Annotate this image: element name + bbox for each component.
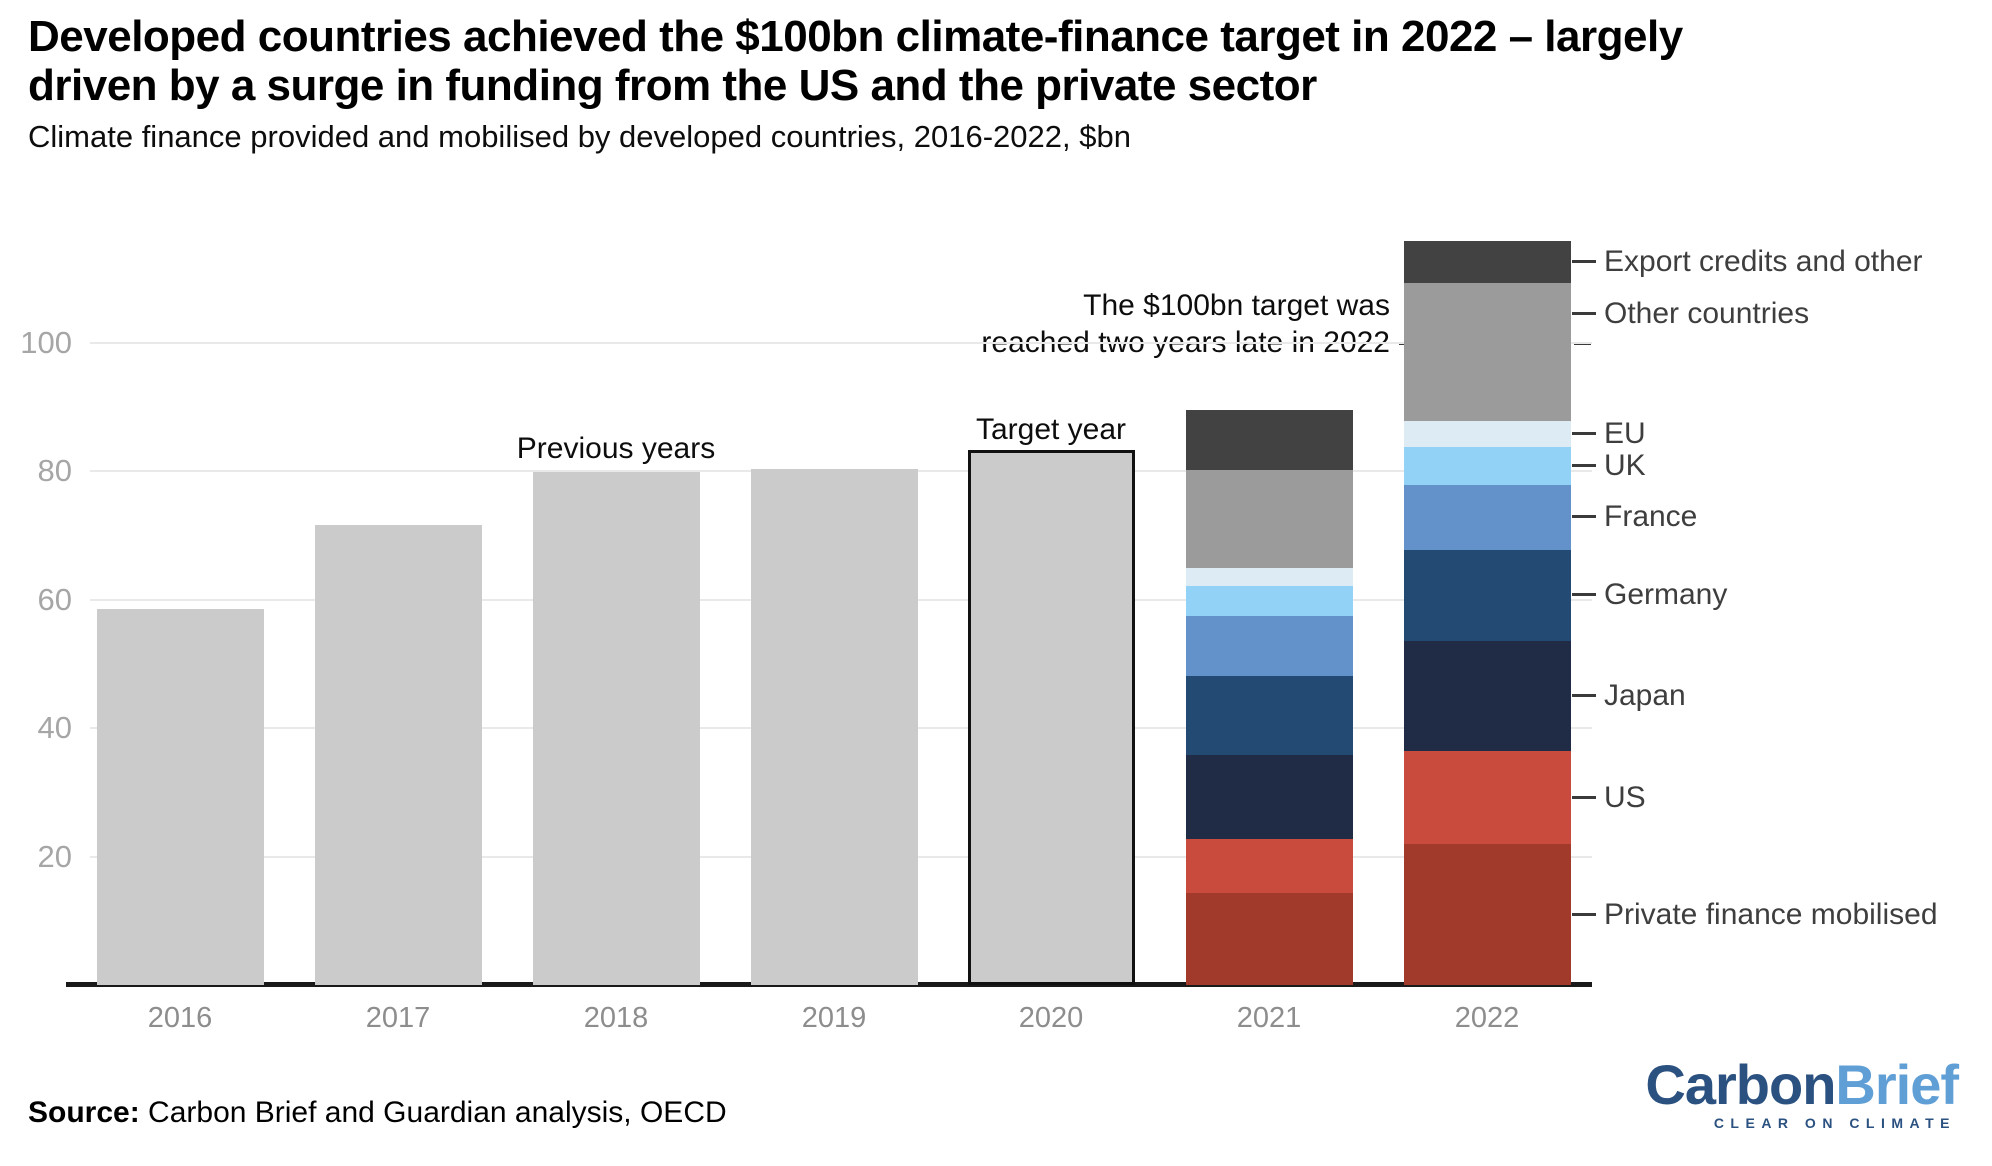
legend-tick-us — [1572, 795, 1596, 799]
bar-2022-segment-private-finance-mobilised — [1403, 844, 1571, 985]
y-axis-tick-label: 40 — [37, 710, 72, 746]
logo-brief-text: Brief — [1835, 1053, 1959, 1116]
title-line-1: Developed countries achieved the $100bn … — [28, 12, 1683, 61]
legend-tick-other-countries — [1572, 312, 1596, 316]
bar-2017 — [314, 525, 482, 985]
bar-2021-segment-us — [1185, 839, 1353, 893]
bar-2019 — [750, 468, 918, 985]
target-annotation: The $100bn target was reached two years … — [981, 287, 1390, 361]
legend-tick-eu — [1572, 432, 1596, 436]
legend-label-export-credits-and-other: Export credits and other — [1604, 245, 1923, 279]
bar-2021-segment-germany — [1185, 676, 1353, 755]
legend-tick-export-credits-and-other — [1572, 260, 1596, 264]
bar-2021-segment-uk — [1185, 586, 1353, 616]
x-axis-label-2016: 2016 — [147, 1002, 213, 1034]
x-axis-label-2019: 2019 — [801, 1002, 867, 1034]
bar-2022-segment-uk — [1403, 447, 1571, 485]
legend-label-germany: Germany — [1604, 578, 1728, 612]
carbon-brief-logo: CarbonBrief CLEAR ON CLIMATE — [1645, 1053, 1959, 1132]
previous-years-label: Previous years — [516, 432, 716, 465]
bar-2021-segment-other-countries — [1185, 470, 1353, 568]
legend-label-uk: UK — [1604, 448, 1646, 482]
bar-2021-segment-eu — [1185, 567, 1353, 587]
source-text: Carbon Brief and Guardian analysis, OECD — [139, 1096, 727, 1129]
target-year-label: Target year — [975, 413, 1127, 446]
gridline-100 — [90, 342, 1592, 344]
x-axis-label-2017: 2017 — [365, 1002, 431, 1034]
bar-2022-segment-france — [1403, 484, 1571, 550]
bar-2021-segment-private-finance-mobilised — [1185, 892, 1353, 985]
legend-label-france: France — [1604, 500, 1698, 534]
logo-wordmark: CarbonBrief — [1645, 1053, 1959, 1116]
y-axis-tick-label: 60 — [37, 581, 72, 617]
source-label: Source: — [28, 1096, 140, 1129]
bar-2021-segment-france — [1185, 615, 1353, 677]
y-axis-tick-label: 80 — [37, 453, 72, 489]
bar-2021-segment-export-credits-and-other — [1185, 409, 1353, 471]
bar-2022-segment-us — [1403, 751, 1571, 845]
legend-tick-japan — [1572, 694, 1596, 698]
target-annotation-line-1: The $100bn target was — [1083, 289, 1390, 322]
x-axis-label-2021: 2021 — [1236, 1002, 1302, 1034]
bar-2022-segment-eu — [1403, 421, 1571, 447]
bar-2022-segment-japan — [1403, 640, 1571, 752]
bar-2022-segment-other-countries — [1403, 283, 1571, 422]
chart-subtitle: Climate finance provided and mobilised b… — [28, 119, 1131, 154]
legend-label-us: US — [1604, 780, 1646, 814]
bar-2021-segment-japan — [1185, 754, 1353, 840]
legend-tick-uk — [1572, 463, 1596, 467]
x-axis-label-2022: 2022 — [1454, 1002, 1520, 1034]
source-line: Source: Carbon Brief and Guardian analys… — [28, 1096, 727, 1130]
x-axis-label-2018: 2018 — [583, 1002, 649, 1034]
x-axis-label-2020: 2020 — [1018, 1002, 1084, 1034]
bar-2018 — [532, 472, 700, 985]
legend-label-japan: Japan — [1604, 679, 1686, 713]
legend-tick-france — [1572, 515, 1596, 519]
legend-label-other-countries: Other countries — [1604, 297, 1810, 331]
bar-2020 — [967, 450, 1135, 985]
legend-tick-germany — [1572, 593, 1596, 597]
title-line-2: driven by a surge in funding from the US… — [28, 61, 1317, 110]
bar-2016 — [96, 609, 264, 985]
legend-label-eu: EU — [1604, 417, 1646, 451]
bar-2022-segment-germany — [1403, 549, 1571, 641]
y-axis-tick-label: 100 — [20, 325, 72, 360]
logo-carbon-text: Carbon — [1645, 1053, 1836, 1116]
legend-label-private-finance-mobilised: Private finance mobilised — [1604, 897, 1938, 931]
y-axis-tick-label: 20 — [37, 838, 72, 874]
bar-2022-segment-export-credits-and-other — [1403, 240, 1571, 284]
legend-tick-private-finance-mobilised — [1572, 912, 1596, 916]
logo-tagline: CLEAR ON CLIMATE — [1713, 1115, 1956, 1131]
page-title: Developed countries achieved the $100bn … — [28, 12, 1958, 110]
